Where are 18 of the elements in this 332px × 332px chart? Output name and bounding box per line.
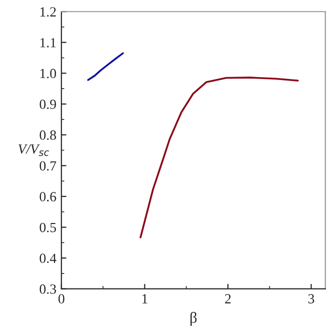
x-tick-label: 2 [225,294,231,304]
y-tick-label: 0.3 [40,284,56,294]
y-tick-label: 0.7 [40,161,56,171]
x-tick-label: 3 [308,294,314,304]
y-tick-label: 1.0 [40,68,56,78]
y-tick-label: 0.9 [40,100,56,110]
line-series [140,76,299,238]
x-tick-label: 0 [58,294,64,304]
y-tick-label: 0.5 [40,222,56,232]
y-tick-label: 1.2 [40,7,56,17]
x-tick-label: 1 [142,294,148,304]
x-axis-title: β [190,312,197,326]
y-tick-label: 0.6 [40,192,56,202]
line-series [87,52,124,81]
y-tick-label: 0.4 [40,254,56,264]
y-tick-label: 0.8 [40,130,56,140]
y-tick-label: 1.1 [40,38,56,48]
y-axis-title: V/V$_{sc}$ [18,144,49,156]
